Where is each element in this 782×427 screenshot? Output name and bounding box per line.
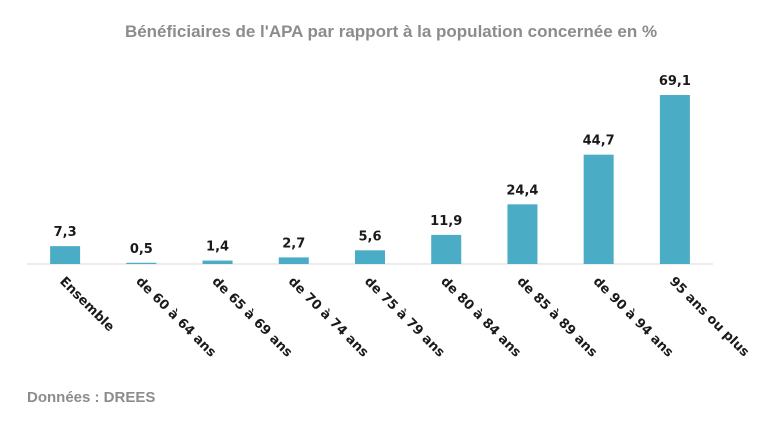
category-label: 95 ans ou plus [666,274,752,360]
bar [583,154,614,264]
category-label: de 85 à 89 ans [514,274,600,360]
chart-title: Bénéficiaires de l'APA par rapport à la … [124,22,658,41]
data-label: 11,9 [430,214,462,229]
data-label: 44,7 [583,134,615,149]
bar [659,95,690,264]
data-label: 24,4 [506,183,538,198]
category-label: de 65 à 69 ans [209,274,295,360]
data-label: 5,6 [358,229,381,244]
source-note: Données : DREES [27,389,156,406]
bar [126,262,157,264]
category-label: de 60 à 64 ans [133,274,219,360]
data-label: 7,3 [54,225,77,240]
data-label: 2,7 [282,236,305,251]
category-label: Ensemble [56,274,117,335]
category-label: de 70 à 74 ans [285,274,371,360]
data-label: 69,1 [659,74,691,89]
category-label: de 90 à 94 ans [590,274,676,360]
data-label: 1,4 [206,240,229,255]
bar [278,257,309,264]
bar [355,250,385,264]
bar [202,260,233,264]
data-label: 0,5 [130,242,153,257]
bar [507,204,538,264]
bar [431,234,462,264]
bar [50,246,81,264]
category-label: de 80 à 84 ans [437,274,523,360]
category-label: de 75 à 79 ans [361,274,447,360]
